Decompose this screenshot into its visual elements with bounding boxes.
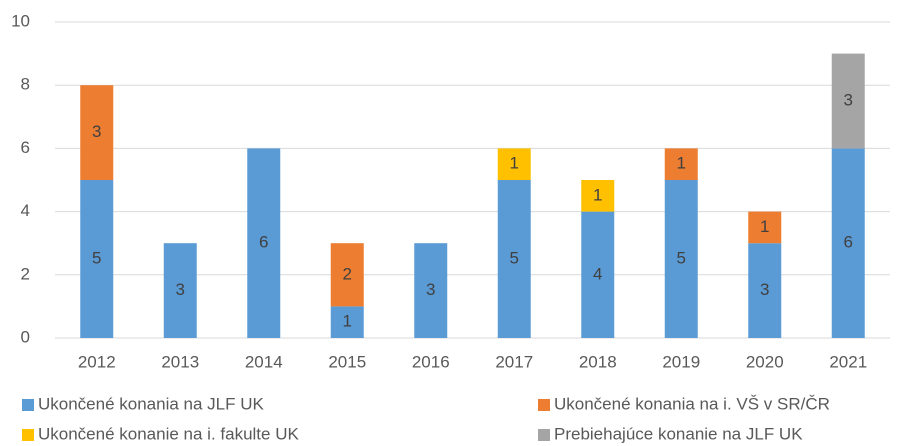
data-label: 5	[92, 248, 101, 267]
y-tick-label: 6	[21, 138, 30, 157]
data-label: 1	[593, 185, 602, 204]
bar-segment	[497, 148, 531, 180]
y-tick-label: 0	[21, 327, 30, 346]
x-tick-label: 2018	[579, 352, 617, 371]
legend-swatch	[22, 429, 34, 441]
legend-swatch	[538, 399, 550, 411]
legend-swatch	[538, 429, 550, 441]
bar-segment	[414, 243, 448, 338]
data-label: 3	[426, 280, 435, 299]
bar-segment	[80, 180, 114, 338]
data-label: 6	[844, 233, 853, 252]
data-label: 1	[510, 154, 519, 173]
bar-segment	[330, 243, 364, 307]
y-tick-label: 2	[21, 264, 30, 283]
bar-segment	[664, 148, 698, 180]
bar-segment	[330, 306, 364, 338]
bar-segment	[163, 243, 197, 338]
bar-segment	[664, 180, 698, 338]
bar-segment	[497, 180, 531, 338]
bar-segment	[748, 211, 782, 244]
data-label: 3	[176, 280, 185, 299]
bar-segment	[831, 148, 865, 338]
legend-label: Ukončené konanie na i. fakulte UK	[38, 424, 299, 443]
x-tick-label: 2021	[829, 352, 867, 371]
legend-label: Ukončené konania na i. VŠ v SR/ČR	[554, 394, 830, 413]
data-label: 3	[760, 280, 769, 299]
bar-segment	[748, 243, 782, 338]
data-label: 1	[760, 217, 769, 236]
x-tick-label: 2014	[245, 352, 283, 371]
data-label: 3	[844, 90, 853, 109]
data-label: 4	[593, 264, 602, 283]
x-tick-label: 2019	[662, 352, 700, 371]
legend-swatch	[22, 399, 34, 411]
legend-label: Ukončené konania na JLF UK	[38, 394, 265, 413]
legend-label: Prebiehajúce konanie na JLF UK	[554, 424, 803, 443]
x-tick-label: 2015	[328, 352, 366, 371]
data-label: 1	[677, 154, 686, 173]
data-label: 2	[343, 264, 352, 283]
bar-segment	[581, 180, 615, 212]
data-label: 3	[92, 122, 101, 141]
x-tick-label: 2020	[746, 352, 784, 371]
data-label: 1	[343, 312, 352, 331]
y-tick-label: 8	[21, 75, 30, 94]
x-tick-label: 2016	[412, 352, 450, 371]
x-tick-label: 2017	[495, 352, 533, 371]
data-label: 5	[510, 248, 519, 267]
x-tick-label: 2012	[78, 352, 116, 371]
bar-segment	[247, 148, 281, 338]
y-tick-label: 4	[21, 201, 30, 220]
data-label: 5	[677, 248, 686, 267]
bar-segment	[831, 53, 865, 149]
bar-segment	[581, 211, 615, 338]
y-tick-label: 10	[11, 11, 30, 30]
data-label: 6	[259, 233, 268, 252]
x-tick-label: 2013	[161, 352, 199, 371]
bar-segment	[80, 85, 114, 180]
